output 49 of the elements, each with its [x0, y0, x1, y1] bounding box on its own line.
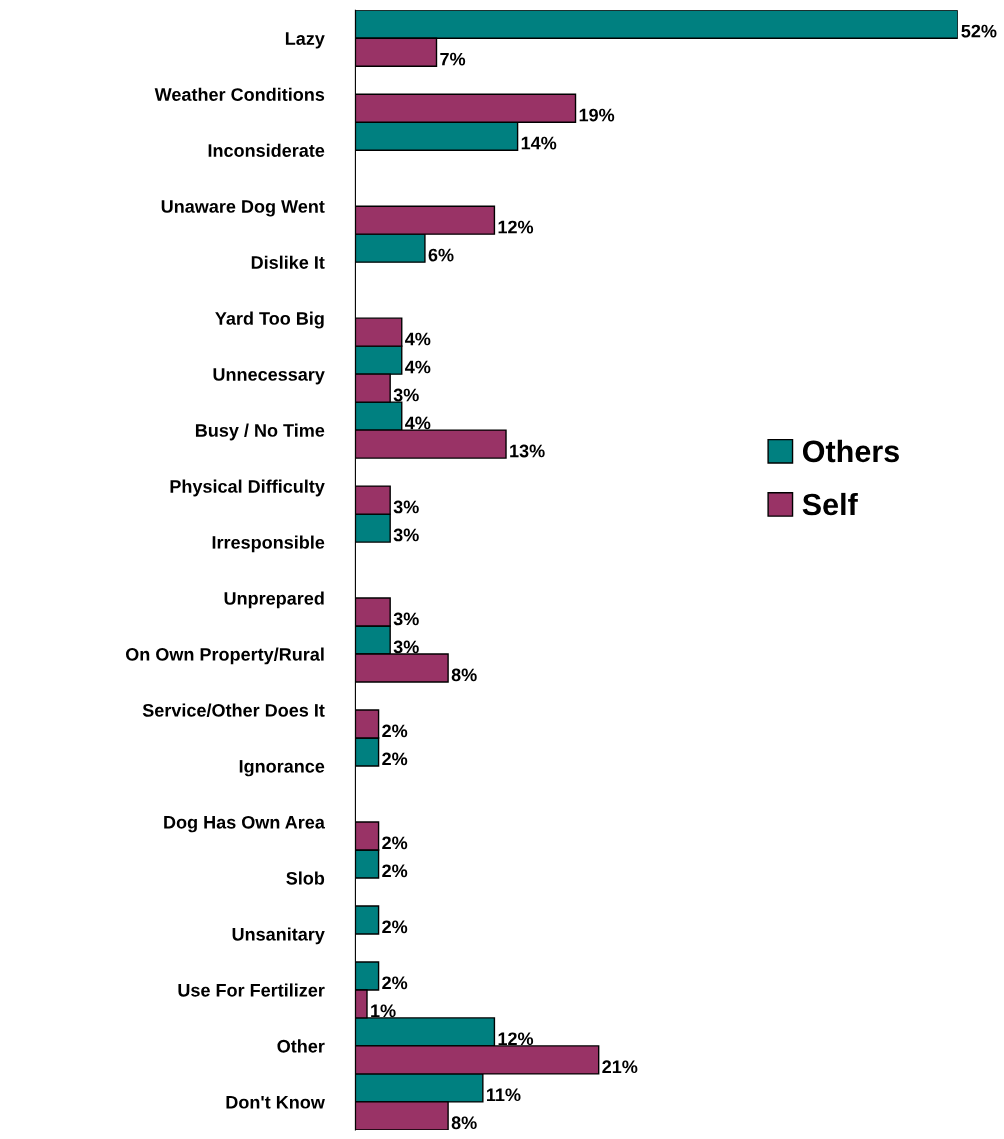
- data-label: 6%: [428, 248, 454, 262]
- y-tick-label: Use For Fertilizer: [178, 983, 325, 997]
- y-tick-label: Other: [277, 1039, 325, 1053]
- data-label: 3%: [393, 500, 419, 514]
- y-tick-label: Weather Conditions: [154, 87, 325, 101]
- y-tick-label: Unsanitary: [232, 927, 325, 945]
- legend-label: Self: [802, 492, 858, 516]
- data-label: 2%: [382, 920, 408, 934]
- y-tick-label: Don't Know: [226, 1096, 325, 1109]
- data-label: 13%: [510, 444, 545, 458]
- data-label: 4%: [405, 416, 431, 430]
- data-label: 2%: [382, 864, 408, 878]
- data-label: 2%: [382, 724, 408, 738]
- y-tick-label: Dislike It: [251, 255, 325, 269]
- data-label: 12%: [498, 1032, 534, 1046]
- y-tick-label: Slob: [286, 871, 325, 885]
- data-label: 21%: [602, 1060, 638, 1074]
- y-tick-label: Yard Too Big: [215, 311, 324, 329]
- data-label: 2%: [382, 976, 408, 990]
- y-tick-label: Inconsiderate: [208, 143, 325, 157]
- y-tick-label: Unnecessary: [213, 368, 325, 385]
- data-label: 11%: [487, 1088, 521, 1102]
- data-label: 19%: [579, 108, 615, 122]
- y-tick-label: Lazy: [285, 32, 325, 49]
- data-label: 1%: [371, 1004, 396, 1018]
- data-label: 3%: [393, 612, 419, 626]
- data-label: 8%: [451, 668, 477, 682]
- y-tick-label: On Own Property/Rural: [125, 647, 324, 665]
- y-tick-label: Service/Other Does It: [142, 703, 325, 717]
- data-label: 3%: [393, 640, 419, 654]
- y-tick-label: Ignorance: [239, 760, 325, 777]
- legend-label: Others: [802, 439, 899, 463]
- data-label: 3%: [393, 528, 419, 542]
- data-label: 7%: [440, 52, 466, 66]
- y-tick-label: Physical Difficulty: [170, 479, 325, 497]
- data-label: 2%: [382, 752, 408, 766]
- data-label: 4%: [405, 360, 431, 374]
- y-tick-label: Unaware Dog Went: [161, 200, 325, 217]
- data-label: 52%: [961, 24, 997, 38]
- y-tick-label: Irresponsible: [212, 535, 325, 553]
- data-label: 8%: [451, 1116, 477, 1130]
- y-tick-label: Dog Has Own Area: [164, 815, 325, 833]
- data-label: 14%: [521, 136, 557, 150]
- data-label: 12%: [498, 220, 534, 234]
- y-tick-label: Unprepared: [224, 591, 324, 609]
- data-label: 2%: [382, 836, 408, 850]
- data-label: 3%: [393, 388, 419, 402]
- data-label: 4%: [405, 332, 431, 346]
- y-tick-label: Busy / No Time: [195, 423, 325, 441]
